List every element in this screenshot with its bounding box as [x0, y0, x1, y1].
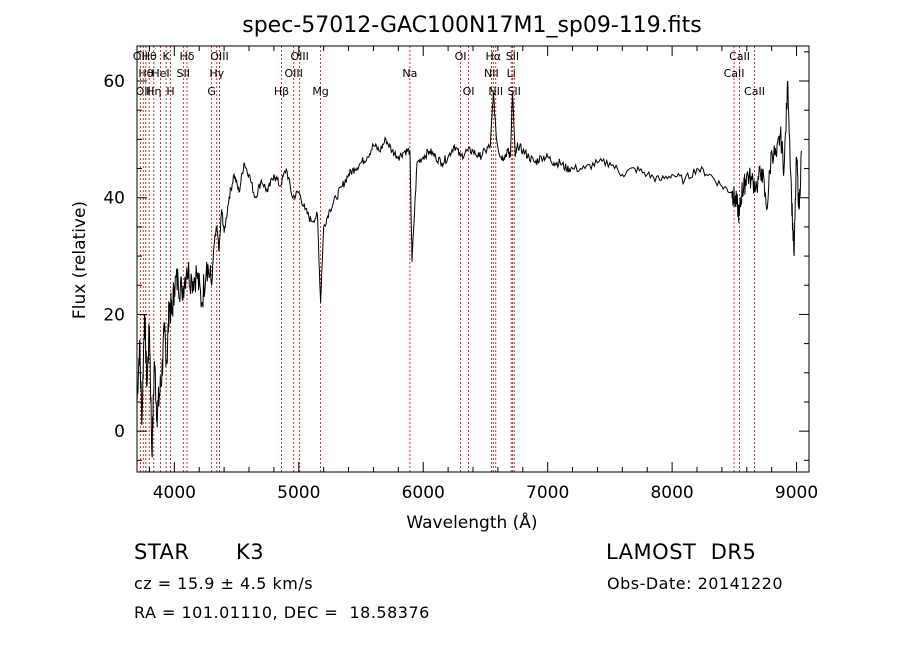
line-label-Hβ: Hβ [274, 85, 289, 98]
line-label-HeI: HeI [151, 67, 169, 80]
line-label-OIII: OIII [290, 50, 308, 63]
line-label-Hγ: Hγ [209, 67, 224, 80]
chart-title: spec-57012-GAC100N17M1_sp09-119.fits [242, 13, 702, 38]
object-subclass: K3 [236, 540, 265, 564]
x-tick-label: 8000 [650, 483, 693, 503]
y-tick-label: 40 [103, 189, 125, 209]
line-label-Hθ: Hθ [138, 67, 153, 80]
axis-ticks [137, 46, 809, 472]
y-axis-label: Flux (relative) [70, 201, 90, 319]
line-label-SII: SII [177, 67, 190, 80]
y-tick-labels: 0 20 40 60 [103, 72, 125, 442]
sky-coordinates: RA = 101.01110, DEC = 18.58376 [134, 603, 430, 622]
line-label-G: G [207, 85, 216, 98]
line-label-OI: OI [455, 50, 467, 63]
line-label-SII: SII [506, 50, 519, 63]
line-label-Hη: Hη [146, 85, 161, 98]
line-label-Li: Li [507, 67, 516, 80]
x-tick-label: 9000 [775, 483, 818, 503]
observation-date: Obs-Date: 20141220 [607, 574, 784, 593]
x-tick-label: 7000 [526, 483, 569, 503]
line-label-OI: OI [463, 85, 475, 98]
spectrum-series-line [136, 80, 802, 458]
line-label-OII: OII [136, 85, 151, 98]
line-label-CaII: CaII [744, 85, 765, 98]
line-label-OIII: OIII [284, 67, 302, 80]
line-label-H: H [166, 85, 174, 98]
line-label-Hδ: Hδ [180, 50, 195, 63]
y-tick-label: 60 [103, 72, 125, 92]
line-label-SII: SII [507, 85, 520, 98]
line-label-Na: Na [402, 67, 417, 80]
line-label-Hα: Hα [486, 50, 502, 63]
x-tick-label: 5000 [277, 483, 320, 503]
line-label-CaII: CaII [729, 50, 750, 63]
plot-frame [136, 45, 810, 473]
line-marker-labels: OIIOIIHθHθHηHeIKHSIIHδGHγOIIIHβOIIIOIIIM… [133, 50, 765, 98]
object-class: STAR [134, 540, 190, 564]
x-tick-labels: 4000 5000 6000 7000 8000 9000 [153, 483, 818, 503]
x-axis-label: Wavelength (Å) [406, 511, 537, 533]
line-label-NII: NII [484, 67, 499, 80]
redshift-cz: cz = 15.9 ± 4.5 km/s [134, 574, 314, 593]
line-label-OIII: OIII [210, 50, 228, 63]
x-tick-label: 4000 [153, 483, 196, 503]
x-tick-label: 6000 [402, 483, 445, 503]
line-label-NII: NII [488, 85, 503, 98]
survey-name: LAMOST DR5 [606, 540, 757, 564]
line-label-CaII: CaII [724, 67, 745, 80]
line-label-Hθ: Hθ [142, 50, 157, 63]
y-tick-label: 20 [103, 305, 125, 325]
line-label-Mg: Mg [312, 85, 328, 98]
line-label-K: K [163, 50, 171, 63]
y-tick-label: 0 [114, 422, 125, 442]
line-markers [139, 46, 755, 472]
